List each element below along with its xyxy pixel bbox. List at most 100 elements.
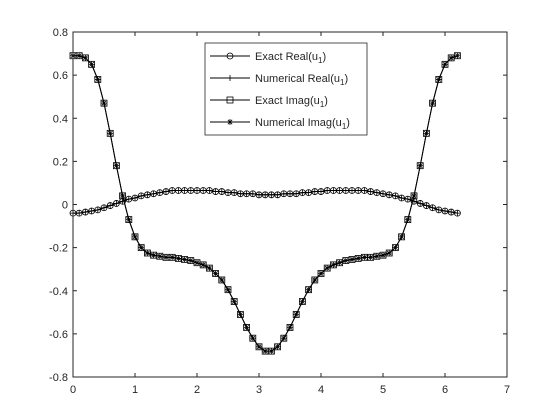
series-4-point [293,311,300,318]
series-2-point [113,200,120,207]
series-2-point [212,188,219,195]
legend-marker [226,96,234,104]
series-2-point [225,189,231,196]
series-4-point [107,130,114,137]
axes-layer: 0 1 2 3 4 5 6 7 -0.8 -0.6 -0.4 -0.2 0 0.2 0.4 0.6 0.8 [49,27,510,396]
series-2-point [231,189,238,196]
legend-label: Exact Imag(u1) [255,95,328,109]
series-2-point [144,191,151,198]
series-4-point [336,259,343,266]
series-4-point [144,250,151,257]
series-4-point [268,348,275,355]
x-tick-label: 7 [504,384,510,396]
series-4-point [311,276,318,283]
series-2-point [417,200,424,207]
series-2-point [373,189,380,196]
series-2-point [163,188,169,195]
series-2-point [386,191,393,198]
series-4-point [429,100,436,107]
series-2-point [349,187,355,194]
series-4-point [206,265,213,272]
series-4-point [392,244,399,251]
series-4-point [454,52,461,59]
series-4-point [231,298,238,305]
series-2-point [249,190,256,197]
series-4-point [435,76,442,83]
legend: Exact Real(u1) Numerical Real(u1) Exact Im… [204,42,368,136]
series-4-point [274,343,281,350]
series-2-point [361,187,368,194]
x-tick-label: 5 [380,384,386,396]
legend-entry-1: Exact Real(u1) [210,51,326,65]
series-2-point [262,191,269,198]
series-2-point [311,188,318,195]
series-4-point [194,259,200,266]
series-4-point [287,324,293,331]
series-2-point [342,187,349,194]
series-4-point [262,348,269,355]
series-4-point [305,286,312,293]
series-2-point [150,190,157,197]
series-2-point [187,187,194,194]
series-2-point [88,207,95,214]
series-4-point [175,255,182,262]
x-tick-label: 3 [256,384,262,396]
series-4-point [138,244,145,251]
series-2-point [237,190,244,197]
series-4-point [82,54,89,61]
series-4-point [88,61,95,68]
series-4-point [237,311,244,318]
x-tick-label: 4 [318,384,324,396]
series-2 [70,187,461,217]
series-2-point [194,187,200,194]
series-2-point [367,188,374,195]
series-4-point [349,256,355,263]
y-tick-label: 0.4 [53,113,68,125]
x-tick-label: 6 [442,384,448,396]
series-2-point [330,187,337,194]
series-4-point [417,162,424,169]
legend-label: Numerical Imag(u1) [255,117,350,131]
series-2-point [423,202,430,209]
series-2-point [380,190,386,197]
series-2-point [280,190,287,197]
series-4-point [181,256,188,263]
series-4-point [119,192,126,199]
series-2-point [324,187,331,194]
series-2-point [138,192,145,199]
series-4-point [101,100,107,107]
legend-marker [227,119,233,125]
series-2-point [125,196,132,203]
series-layer [69,52,461,355]
y-tick-label: -0.8 [49,372,68,384]
series-4-point [448,54,455,61]
series-4-point [423,130,430,137]
y-tick-label: 0.6 [53,70,68,82]
series-4-point [256,343,262,350]
legend-label: Numerical Real(u1) [255,73,348,87]
y-tick-label: 0.8 [53,27,68,39]
series-4-point [404,216,411,223]
series-2-point [107,202,114,209]
legend-entry-3: Exact Imag(u1) [210,95,328,109]
y-tick-label: -0.6 [49,329,68,341]
series-4-point [411,192,417,199]
series-2-point [94,206,101,213]
y-tick-label: -0.4 [49,286,68,298]
series-4-point [386,250,393,257]
series-2-point [404,196,411,203]
series-4-point [169,254,176,261]
series-4-point [243,324,250,331]
series-4-point [280,335,287,342]
series-4-point [367,254,374,261]
series-4-point [330,261,337,268]
series-4-point [125,216,132,223]
series-2-point [454,210,461,217]
series-4-point [212,270,219,277]
series-2-point [429,204,436,211]
series-4-point [94,76,101,83]
series-4-point [156,253,163,260]
series-2-point [82,209,89,216]
series-2-point [181,187,188,194]
series-2-point [305,189,312,196]
